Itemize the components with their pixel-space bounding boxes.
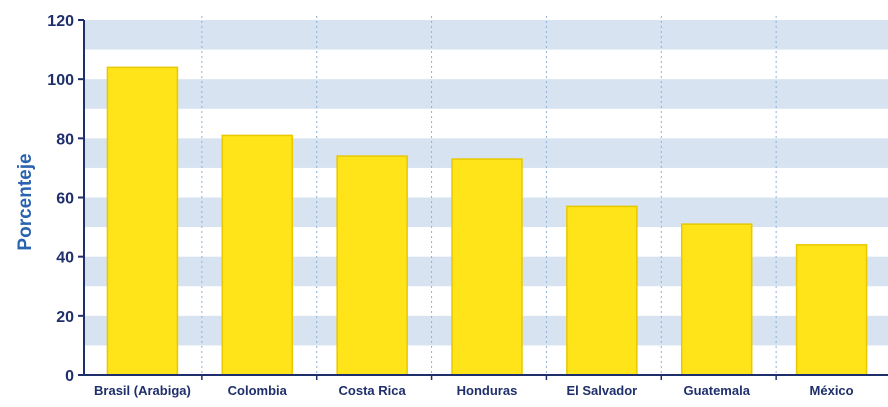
- y-axis-label: Porcenteje: [15, 153, 36, 250]
- bar-el-salvador: [566, 205, 638, 376]
- y-tick-label: 120: [47, 13, 74, 30]
- x-tick-label: Brasil (Arabiga): [94, 383, 191, 398]
- y-tick-label: 0: [65, 368, 74, 385]
- bar-honduras: [451, 158, 523, 376]
- y-tick-label: 40: [56, 250, 74, 267]
- bar-costa-rica: [336, 155, 408, 376]
- x-tick-label: México: [810, 383, 854, 398]
- x-tick-label: Guatemala: [683, 383, 750, 398]
- background-bands: [84, 20, 888, 346]
- grid-band: [84, 20, 888, 50]
- bar-m-xico: [795, 244, 868, 376]
- bar-colombia: [221, 134, 294, 376]
- y-tick-label: 80: [56, 131, 74, 148]
- x-tick-label: El Salvador: [566, 383, 637, 398]
- y-ticks: 0 20 40 60 80 100 120: [47, 13, 84, 385]
- x-ticks: Brasil (Arabiga) Colombia Costa Rica Hondur…: [94, 375, 854, 398]
- grid-band: [84, 79, 888, 109]
- x-tick-label: Honduras: [457, 383, 518, 398]
- bar-guatemala: [680, 223, 753, 376]
- y-tick-label: 60: [56, 191, 74, 208]
- bar-brasil-arabiga: [106, 66, 179, 376]
- x-tick-label: Costa Rica: [339, 383, 407, 398]
- y-tick-label: 20: [56, 309, 74, 326]
- x-tick-label: Colombia: [228, 383, 288, 398]
- bars: [106, 66, 868, 376]
- y-tick-label: 100: [47, 72, 74, 89]
